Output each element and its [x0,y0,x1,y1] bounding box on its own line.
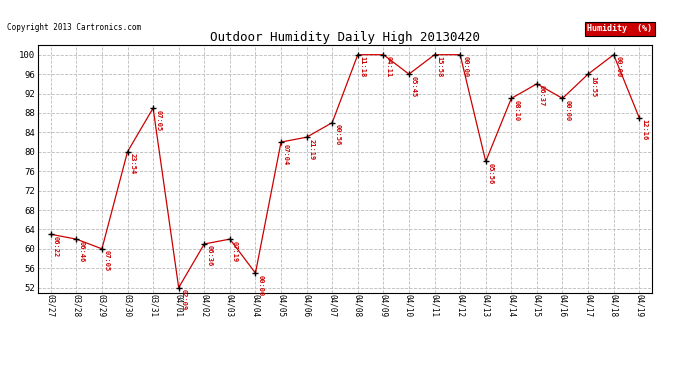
Text: 21:19: 21:19 [308,139,315,160]
Text: 07:05: 07:05 [104,250,110,272]
Text: 02:09: 02:09 [181,289,187,310]
Text: 23:54: 23:54 [130,153,135,174]
Title: Outdoor Humidity Daily High 20130420: Outdoor Humidity Daily High 20130420 [210,31,480,44]
Text: 07:04: 07:04 [283,144,289,165]
Text: 06:22: 06:22 [53,236,59,257]
Text: 06:36: 06:36 [206,245,213,267]
Text: 00:56: 00:56 [334,124,340,146]
Text: 00:00: 00:00 [462,56,469,77]
Text: 07:19: 07:19 [232,241,238,262]
Text: 06:37: 06:37 [539,85,545,106]
Text: 00:00: 00:00 [564,100,571,121]
Text: 15:58: 15:58 [437,56,442,77]
Text: Copyright 2013 Cartronics.com: Copyright 2013 Cartronics.com [7,23,141,32]
Text: 11:18: 11:18 [360,56,366,77]
Text: 00:00: 00:00 [257,274,264,296]
Text: Humidity  (%): Humidity (%) [587,24,652,33]
Text: 16:55: 16:55 [590,76,596,97]
Text: 08:10: 08:10 [513,100,520,121]
Text: 06:46: 06:46 [79,241,84,262]
Text: 12:16: 12:16 [641,119,647,141]
Text: 07:05: 07:05 [155,110,161,131]
Text: 05:56: 05:56 [488,163,494,184]
Text: 00:00: 00:00 [615,56,622,77]
Text: 04:11: 04:11 [386,56,391,77]
Text: 05:45: 05:45 [411,76,417,97]
